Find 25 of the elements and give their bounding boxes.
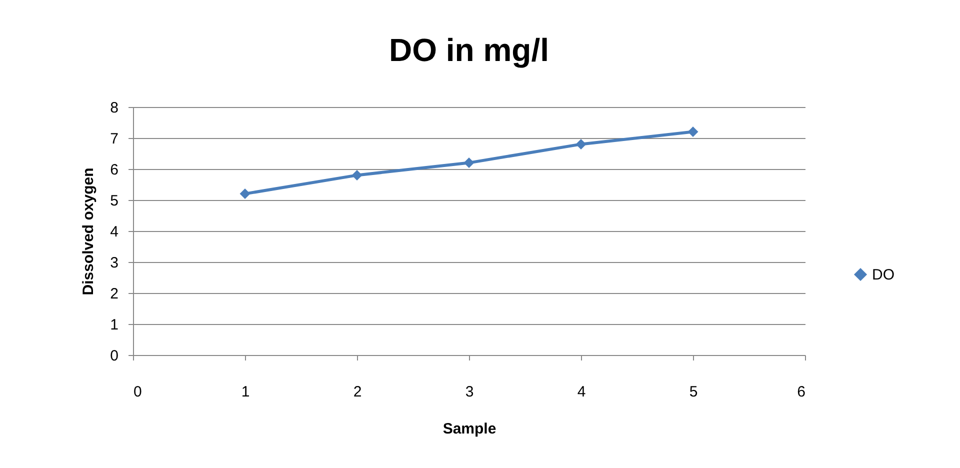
x-axis-title: Sample [442,420,496,438]
point [576,138,586,150]
point [688,126,698,138]
y-tick-label: 0 [110,348,118,364]
x-tick-label: 0 [134,384,142,400]
y-tick-label: 1 [110,316,118,334]
legend-label: DO [872,266,894,284]
y-tick-label: 4 [110,224,118,240]
x-tick-label: 5 [689,384,698,400]
x-tick-label: 1 [241,384,250,400]
x-tick-label: 3 [465,384,474,400]
x-tick-label: 4 [577,384,586,400]
y-tick-label: 6 [110,162,118,178]
x-tick-label: 2 [353,384,362,400]
y-axis-title: Dissolved oxygen [80,168,98,296]
point [464,158,474,168]
point [240,188,250,200]
y-tick-label: 5 [110,192,118,210]
y-tick-label: 3 [110,254,118,272]
point [352,170,362,180]
y-tick-label: 8 [110,100,118,116]
y-tick-label: 7 [110,130,118,148]
chart-title: DO in mg/l [389,32,549,68]
y-tick-label: 2 [110,286,118,302]
x-tick-label: 6 [797,384,806,400]
